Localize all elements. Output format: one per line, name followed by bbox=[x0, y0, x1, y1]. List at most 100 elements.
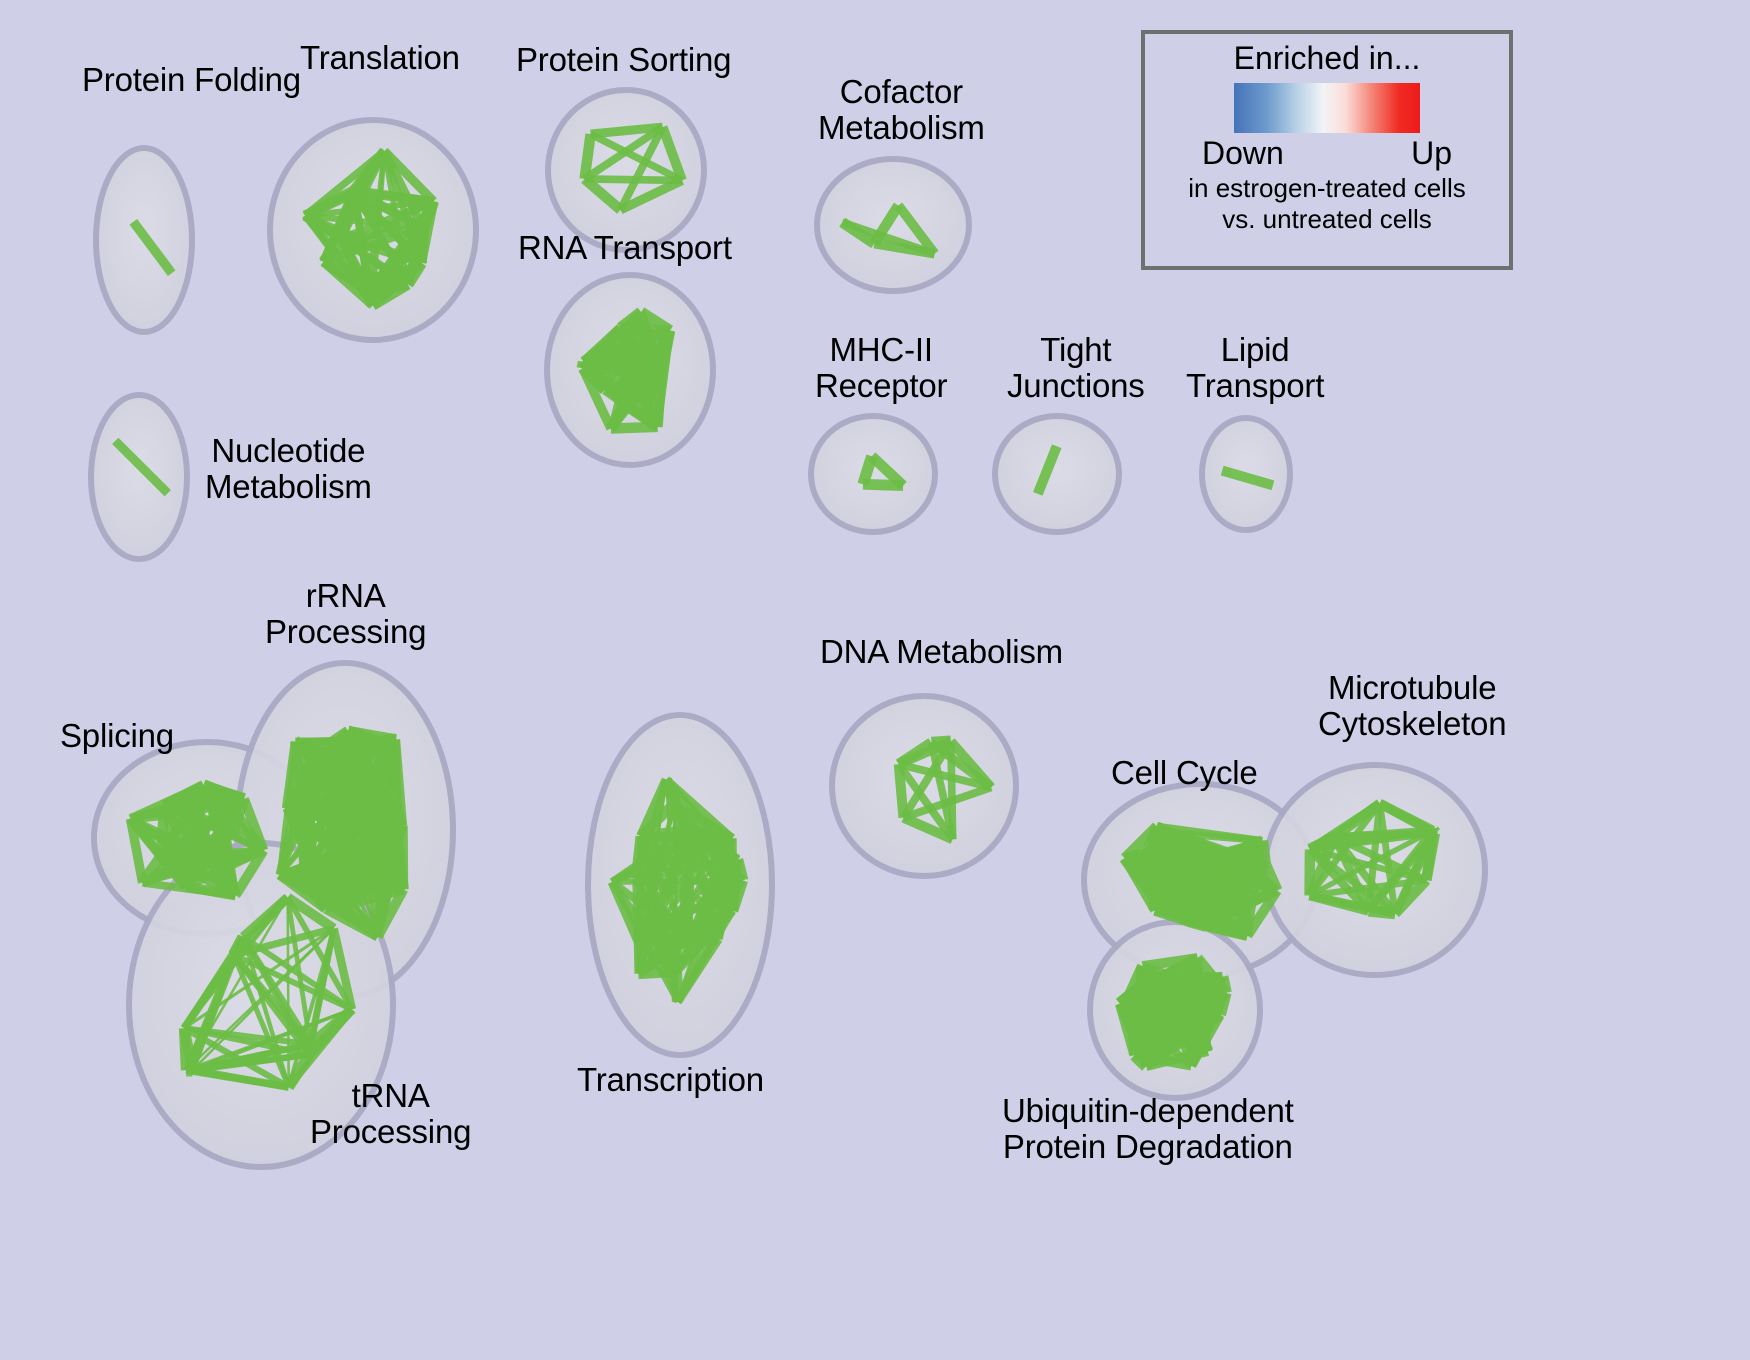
network-edge bbox=[285, 1006, 355, 1090]
network-edge bbox=[618, 176, 685, 215]
cluster-label-rrna-processing: rRNA Processing bbox=[265, 577, 427, 650]
cluster-label-cell-cycle: Cell Cycle bbox=[1111, 754, 1258, 791]
network-edge bbox=[639, 833, 744, 884]
cluster-label-nucleotide-metabolism: Nucleotide Metabolism bbox=[205, 432, 372, 505]
network-edge bbox=[1365, 803, 1384, 912]
network-edge bbox=[1308, 890, 1370, 916]
network-edge bbox=[284, 893, 337, 933]
network-edge bbox=[380, 149, 427, 230]
cluster-label-ubiquitin-dependent-protein-degradation: Ubiquitin-dependent Protein Degradation bbox=[1002, 1092, 1294, 1165]
network-edge bbox=[125, 817, 148, 884]
cluster-hull bbox=[814, 156, 972, 294]
network-edge bbox=[673, 878, 746, 974]
network-edge bbox=[1186, 1016, 1200, 1066]
network-edge bbox=[900, 739, 955, 820]
cluster-label-splicing: Splicing bbox=[60, 717, 174, 754]
network-edge bbox=[893, 763, 909, 819]
network-edge bbox=[350, 148, 389, 196]
network-edge bbox=[1256, 839, 1271, 865]
legend-title: Enriched in... bbox=[1233, 40, 1421, 76]
network-edge bbox=[1127, 991, 1196, 1022]
network-edge bbox=[652, 374, 667, 428]
network-edge bbox=[1308, 828, 1435, 898]
network-edge bbox=[278, 833, 385, 878]
network-edge bbox=[126, 815, 166, 860]
cluster-hull bbox=[88, 392, 190, 562]
network-edge bbox=[616, 125, 667, 212]
network-edge bbox=[1189, 973, 1227, 1021]
network-edge bbox=[1376, 803, 1399, 914]
network-edge bbox=[285, 895, 355, 1011]
network-edge bbox=[894, 202, 939, 257]
legend-box: Enriched in... Down Up in estrogen-treat… bbox=[1141, 30, 1513, 270]
network-edge bbox=[159, 828, 234, 861]
network-edge bbox=[329, 927, 357, 1011]
network-edge bbox=[638, 966, 677, 980]
cluster-label-transcription: Transcription bbox=[577, 1061, 764, 1098]
network-edge bbox=[182, 829, 236, 890]
network-edge bbox=[1331, 799, 1383, 841]
legend-subtitle-line2: vs. untreated cells bbox=[1222, 204, 1432, 235]
network-edge bbox=[240, 893, 291, 941]
network-edge bbox=[227, 797, 250, 835]
network-edge bbox=[685, 826, 746, 884]
network-edge bbox=[241, 934, 354, 1012]
network-edge bbox=[897, 760, 993, 792]
cluster-label-microtubule-cytoskeleton: Microtubule Cytoskeleton bbox=[1318, 669, 1507, 742]
network-edge bbox=[373, 849, 403, 938]
network-edge bbox=[379, 832, 404, 855]
cluster-label-protein-sorting: Protein Sorting bbox=[516, 41, 732, 78]
network-edge bbox=[1207, 845, 1236, 863]
network-edge bbox=[232, 924, 335, 959]
network-edge bbox=[931, 735, 952, 749]
network-edge bbox=[731, 858, 749, 882]
cluster-label-tight-junctions: Tight Junctions bbox=[1007, 331, 1145, 404]
network-edge bbox=[868, 452, 907, 490]
cluster-label-trna-processing: tRNA Processing bbox=[310, 1077, 472, 1150]
network-edge bbox=[857, 454, 878, 486]
cluster-label-lipid-transport: Lipid Transport bbox=[1186, 331, 1325, 404]
network-edge bbox=[229, 827, 267, 856]
network-edge bbox=[579, 133, 596, 180]
network-edge bbox=[318, 846, 401, 894]
network-edge bbox=[185, 927, 335, 1072]
network-edge bbox=[185, 896, 289, 1071]
network-edge bbox=[304, 212, 424, 231]
network-edge bbox=[159, 795, 247, 860]
legend-color-bar bbox=[1234, 83, 1420, 133]
network-edge bbox=[642, 349, 667, 379]
network-edge bbox=[947, 738, 995, 791]
network-edge bbox=[239, 797, 269, 853]
cluster-label-dna-metabolism: DNA Metabolism bbox=[820, 633, 1063, 670]
network-edge bbox=[1033, 444, 1062, 496]
network-edge bbox=[582, 123, 665, 183]
network-edge bbox=[1334, 829, 1436, 841]
network-edge bbox=[231, 847, 268, 898]
network-edge bbox=[1142, 1014, 1198, 1070]
network-edge bbox=[581, 175, 624, 214]
network-edge bbox=[199, 782, 237, 835]
network-edge bbox=[1227, 858, 1267, 878]
network-edge bbox=[895, 761, 956, 842]
network-edge bbox=[185, 1066, 290, 1091]
legend-down-label: Down bbox=[1202, 135, 1284, 171]
network-edge bbox=[112, 437, 171, 497]
network-edge bbox=[1208, 855, 1233, 877]
network-edge bbox=[277, 869, 323, 895]
network-edge bbox=[590, 122, 664, 139]
cluster-label-translation: Translation bbox=[300, 39, 460, 76]
network-edge bbox=[657, 125, 687, 183]
network-edge bbox=[901, 813, 955, 844]
network-edges bbox=[112, 122, 1441, 1091]
network-edge bbox=[352, 188, 425, 232]
network-edge bbox=[183, 927, 335, 1030]
network-edge bbox=[612, 877, 743, 885]
network-edge bbox=[1365, 830, 1438, 914]
cluster-label-cofactor-metabolism: Cofactor Metabolism bbox=[818, 73, 985, 146]
network-edge bbox=[286, 897, 290, 1088]
network-edge bbox=[1427, 826, 1441, 838]
network-edge bbox=[231, 953, 292, 1089]
network-edge bbox=[947, 741, 957, 840]
